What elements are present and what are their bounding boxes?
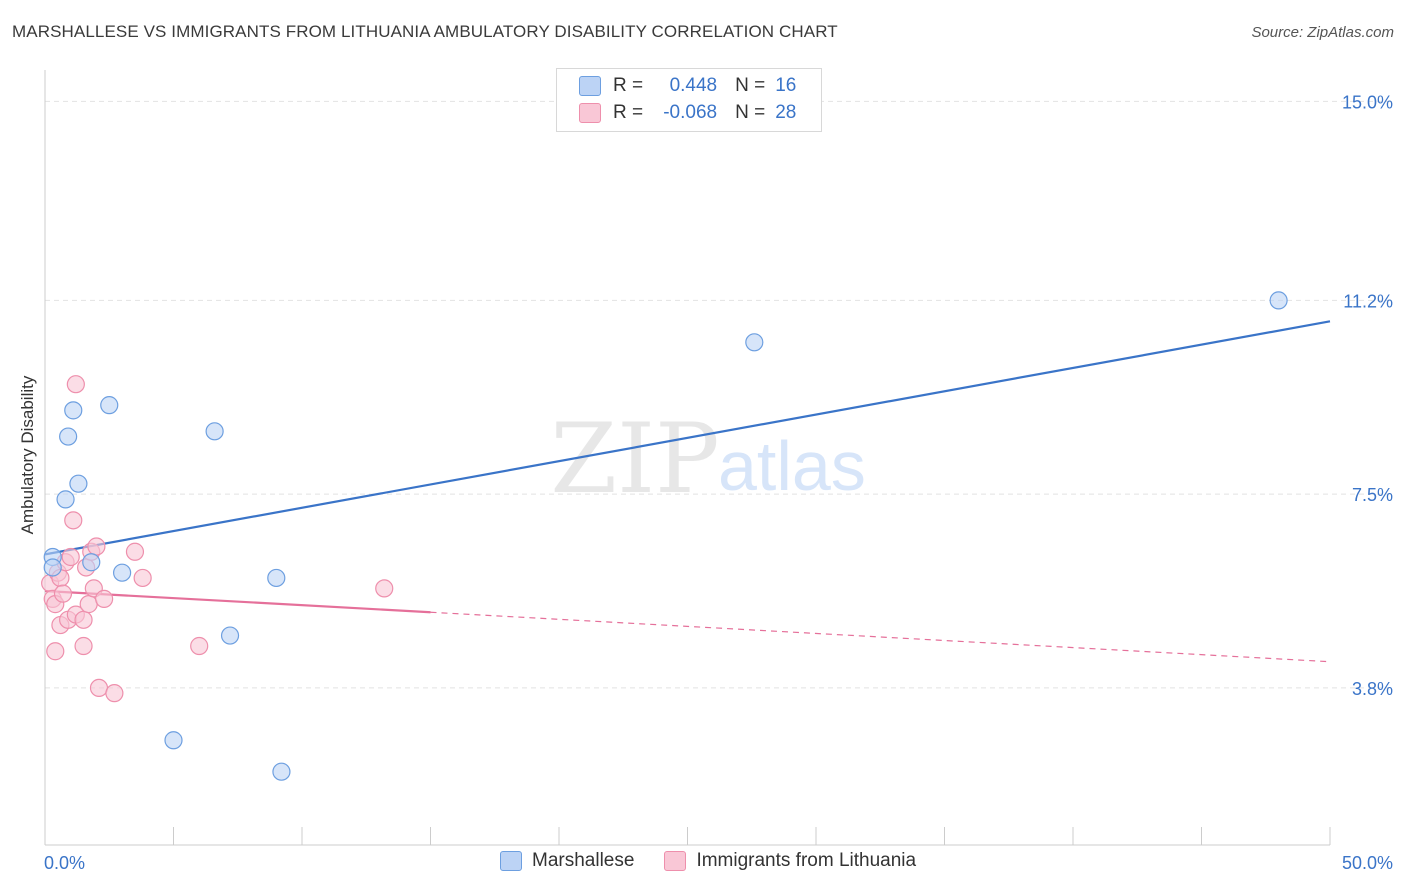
legend-r-value: -0.068: [663, 102, 718, 123]
trend-line-lithuania-extension: [430, 611, 1331, 663]
data-points: [41, 291, 1288, 781]
point-marshallese: [100, 396, 119, 415]
x-tick-label-max: 50.0%: [1342, 853, 1393, 873]
point-lithuania: [64, 511, 83, 530]
legend-r-value: 0.448: [669, 75, 718, 96]
series-legend-marshallese: Marshallese: [500, 850, 634, 872]
point-lithuania: [79, 595, 98, 614]
series-swatch-marshallese: [500, 851, 522, 871]
x-tick-label-min: 0.0%: [44, 853, 85, 873]
series-legend: Marshallese Immigrants from Lithuania: [500, 850, 946, 872]
point-marshallese: [267, 568, 286, 588]
tick-labels: 3.8% 7.5% 11.2% 15.0% 0.0% 50.0%: [44, 92, 1393, 873]
point-lithuania: [74, 610, 93, 629]
point-marshallese: [745, 333, 764, 352]
legend-swatch-marshallese: [579, 76, 601, 96]
chart-title: MARSHALLESE VS IMMIGRANTS FROM LITHUANIA…: [12, 22, 838, 41]
point-lithuania: [61, 547, 80, 567]
source-credit: Source: ZipAtlas.com: [1251, 24, 1394, 41]
legend-n-label: N =: [735, 102, 766, 123]
y-tick-label: 3.8%: [1352, 679, 1393, 699]
point-lithuania: [190, 636, 209, 656]
legend-n-value: 16: [775, 75, 797, 96]
legend: R = 0.448 N = 16 R = -0.068 N = 28: [556, 68, 822, 132]
point-marshallese: [69, 474, 88, 493]
grid-lines: [45, 100, 1392, 689]
y-tick-label: 11.2%: [1343, 291, 1393, 311]
point-lithuania: [66, 375, 85, 394]
point-marshallese: [64, 401, 83, 420]
trend-line-marshallese: [44, 320, 1331, 556]
point-marshallese: [272, 762, 291, 781]
legend-row-lithuania: R = -0.068 N = 28: [579, 101, 796, 125]
legend-swatch-lithuania: [579, 103, 601, 123]
point-lithuania: [95, 589, 114, 608]
watermark: ZIP atlas: [550, 403, 865, 515]
legend-n-label: N =: [735, 75, 766, 96]
series-swatch-lithuania: [664, 851, 687, 871]
legend-row-marshallese: R = 0.448 N = 16: [579, 74, 796, 98]
legend-r-label: R =: [613, 75, 644, 96]
legend-r-label: R =: [613, 102, 644, 123]
watermark-atlas: atlas: [718, 427, 866, 505]
point-marshallese: [43, 558, 62, 577]
point-lithuania: [375, 579, 394, 598]
point-lithuania: [53, 584, 73, 603]
point-marshallese: [1269, 291, 1288, 310]
point-marshallese: [205, 422, 224, 441]
series-legend-lithuania: Immigrants from Lithuania: [664, 850, 916, 872]
series-label-marshallese: Marshallese: [532, 850, 635, 871]
axes: [44, 70, 1331, 846]
point-marshallese: [56, 490, 75, 509]
y-axis-label: Ambulatory Disability: [18, 375, 37, 535]
point-lithuania: [74, 636, 93, 656]
point-lithuania: [89, 678, 109, 698]
y-tick-label: 7.5%: [1352, 485, 1393, 505]
point-marshallese: [82, 553, 101, 572]
y-tick-label: 15.0%: [1342, 92, 1393, 112]
point-lithuania: [105, 684, 124, 703]
point-lithuania: [87, 537, 106, 556]
series-label-lithuania: Immigrants from Lithuania: [696, 850, 917, 871]
point-marshallese: [164, 731, 183, 750]
watermark-zip: ZIP: [550, 403, 719, 515]
point-lithuania: [133, 568, 152, 588]
legend-n-value: 28: [775, 102, 797, 123]
point-marshallese: [220, 626, 240, 645]
point-marshallese: [112, 563, 132, 582]
point-lithuania: [46, 642, 65, 661]
point-marshallese: [59, 427, 78, 446]
point-lithuania: [125, 542, 145, 561]
